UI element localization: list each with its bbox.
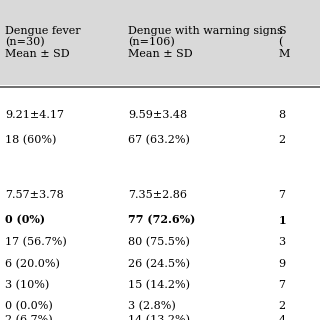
- Text: 7: 7: [278, 280, 285, 290]
- Bar: [0, 85, 320, 320]
- Text: 8: 8: [278, 110, 285, 120]
- Text: 9.59±3.48: 9.59±3.48: [128, 110, 187, 120]
- Bar: [0, 0, 320, 85]
- Text: 14 (13.2%): 14 (13.2%): [128, 315, 190, 320]
- Text: 17 (56.7%): 17 (56.7%): [5, 237, 67, 247]
- Text: 9: 9: [278, 259, 285, 269]
- Text: 6 (20.0%): 6 (20.0%): [5, 259, 60, 269]
- Text: 18 (60%): 18 (60%): [5, 135, 56, 145]
- Text: 3: 3: [278, 237, 285, 247]
- Text: 26 (24.5%): 26 (24.5%): [128, 259, 190, 269]
- Text: S
(
M: S ( M: [278, 26, 290, 59]
- Text: Dengue fever
(n=30)
Mean ± SD: Dengue fever (n=30) Mean ± SD: [5, 26, 80, 59]
- Text: 2: 2: [278, 135, 285, 145]
- Text: 1: 1: [278, 214, 286, 226]
- Text: 2 (6.7%): 2 (6.7%): [5, 315, 52, 320]
- Text: 3 (10%): 3 (10%): [5, 280, 49, 290]
- Text: 7.35±2.86: 7.35±2.86: [128, 190, 187, 200]
- Text: 0 (0%): 0 (0%): [5, 214, 45, 226]
- Text: 9.21±4.17: 9.21±4.17: [5, 110, 64, 120]
- Text: 7.57±3.78: 7.57±3.78: [5, 190, 64, 200]
- Text: 0 (0.0%): 0 (0.0%): [5, 301, 52, 311]
- Text: 80 (75.5%): 80 (75.5%): [128, 237, 190, 247]
- Text: Dengue with warning signs
(n=106)
Mean ± SD: Dengue with warning signs (n=106) Mean ±…: [128, 26, 283, 59]
- Text: 3 (2.8%): 3 (2.8%): [128, 301, 176, 311]
- Text: 77 (72.6%): 77 (72.6%): [128, 214, 195, 226]
- Text: 15 (14.2%): 15 (14.2%): [128, 280, 190, 290]
- Text: 4: 4: [278, 315, 285, 320]
- Text: 67 (63.2%): 67 (63.2%): [128, 135, 190, 145]
- Text: 2: 2: [278, 301, 285, 311]
- Text: 7: 7: [278, 190, 285, 200]
